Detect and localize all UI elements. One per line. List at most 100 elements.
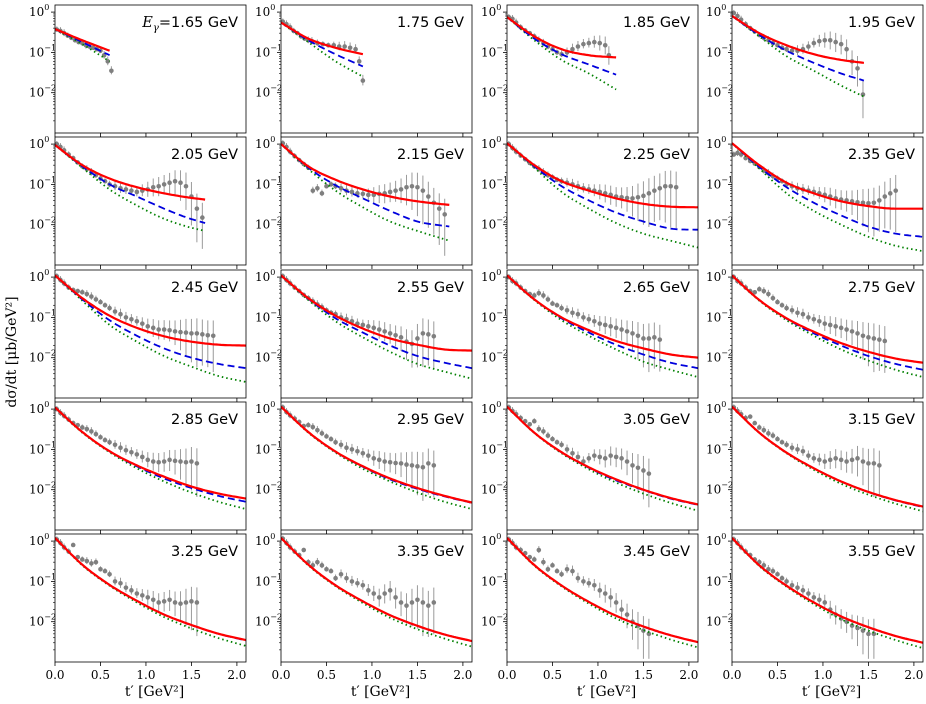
- data-point: [442, 212, 448, 217]
- y-tick-label: 10−1: [481, 308, 508, 324]
- y-tick-label: 10−2: [255, 216, 282, 232]
- data-point: [102, 568, 108, 574]
- data-point: [360, 191, 366, 197]
- data-point: [338, 572, 344, 577]
- data-point: [178, 180, 183, 186]
- data-point: [319, 431, 325, 436]
- data-series: [732, 9, 866, 119]
- data-point: [366, 588, 371, 593]
- y-tick-label: 10−1: [706, 572, 733, 588]
- panel: 100 10−1 10−2 2.65 GeV: [481, 268, 699, 402]
- data-point: [134, 189, 140, 195]
- data-point: [387, 189, 393, 195]
- panel: 100 10−1 10−2 1.75 GeV: [255, 3, 473, 137]
- data-point: [761, 427, 767, 433]
- data-series: [732, 536, 877, 659]
- data-point: [855, 456, 860, 461]
- data-point: [779, 440, 785, 445]
- data-series: [281, 535, 437, 637]
- data-point: [646, 631, 652, 637]
- data-point: [178, 601, 183, 606]
- curve-green: [507, 274, 698, 378]
- data-point: [415, 597, 420, 603]
- data-point: [747, 414, 753, 419]
- data-point: [559, 572, 564, 577]
- y-tick-label: 100: [255, 135, 275, 151]
- energy-label: 1.75 GeV: [397, 15, 464, 31]
- data-point: [156, 600, 161, 605]
- data-point: [775, 299, 780, 305]
- data-point: [877, 198, 882, 203]
- data-point: [882, 194, 888, 199]
- data-point: [597, 454, 603, 460]
- data-point: [84, 291, 90, 297]
- data-point: [426, 194, 431, 199]
- curve-red: [55, 27, 110, 52]
- y-tick-label: 10−1: [255, 440, 282, 456]
- y-tick-label: 10−2: [481, 613, 508, 629]
- data-point: [109, 68, 114, 74]
- plot-area: [732, 536, 923, 659]
- data-point: [630, 331, 635, 336]
- y-tick-label: 10−1: [706, 43, 733, 59]
- data-point: [404, 184, 409, 190]
- data-point: [541, 559, 546, 565]
- data-point: [415, 184, 420, 190]
- data-point: [586, 40, 592, 46]
- panel: 100 10−1 10−2 2.15 GeV: [255, 135, 473, 269]
- data-point: [431, 333, 437, 339]
- data-point: [393, 595, 398, 600]
- plot-area: [281, 273, 472, 380]
- data-point: [145, 324, 151, 329]
- data-point: [353, 46, 358, 52]
- y-tick-label: 10−2: [706, 481, 733, 497]
- data-point: [871, 200, 877, 206]
- data-point: [641, 193, 646, 199]
- data-point: [592, 453, 597, 458]
- axes-frame: [731, 401, 924, 531]
- data-series: [507, 274, 663, 373]
- data-point: [324, 183, 329, 189]
- data-point: [752, 289, 758, 295]
- data-point: [161, 599, 167, 604]
- data-point: [366, 324, 371, 329]
- data-point: [575, 44, 581, 49]
- data-point: [387, 331, 393, 336]
- panel: 100 10−1 10−2 1.85 GeV: [481, 3, 699, 137]
- data-point: [536, 547, 542, 553]
- y-tick-label: 10−1: [29, 43, 56, 59]
- data-point: [756, 425, 762, 430]
- data-point: [770, 568, 776, 574]
- data-point: [531, 418, 537, 424]
- data-point: [404, 603, 409, 608]
- data-point: [541, 293, 546, 298]
- curve-blue: [507, 274, 698, 370]
- x-tick-label: 1.5: [634, 668, 653, 682]
- data-point: [338, 186, 344, 191]
- x-axis-label: t′ [GeV²]: [802, 684, 861, 700]
- curve-green: [732, 142, 923, 253]
- data-point: [849, 457, 855, 463]
- data-point: [531, 293, 537, 298]
- curve-blue: [281, 274, 472, 370]
- data-point: [811, 456, 817, 461]
- data-point: [167, 327, 172, 333]
- curve-blue: [732, 142, 923, 238]
- data-point: [844, 46, 849, 52]
- data-point: [118, 445, 123, 451]
- data-point: [98, 566, 103, 572]
- data-point: [118, 580, 123, 586]
- data-point: [833, 456, 838, 461]
- data-point: [559, 305, 564, 311]
- curve-blue: [507, 16, 617, 76]
- data-series: [507, 404, 652, 508]
- data-point: [657, 337, 663, 342]
- data-point: [795, 310, 800, 316]
- panel: 100 10−1 10−2 1.95 GeV: [706, 3, 924, 137]
- data-point: [112, 309, 118, 314]
- data-point: [426, 603, 431, 608]
- data-point: [310, 424, 316, 430]
- y-tick-label: 10−2: [255, 349, 282, 365]
- energy-label: 3.35 GeV: [397, 544, 464, 560]
- data-point: [527, 421, 533, 427]
